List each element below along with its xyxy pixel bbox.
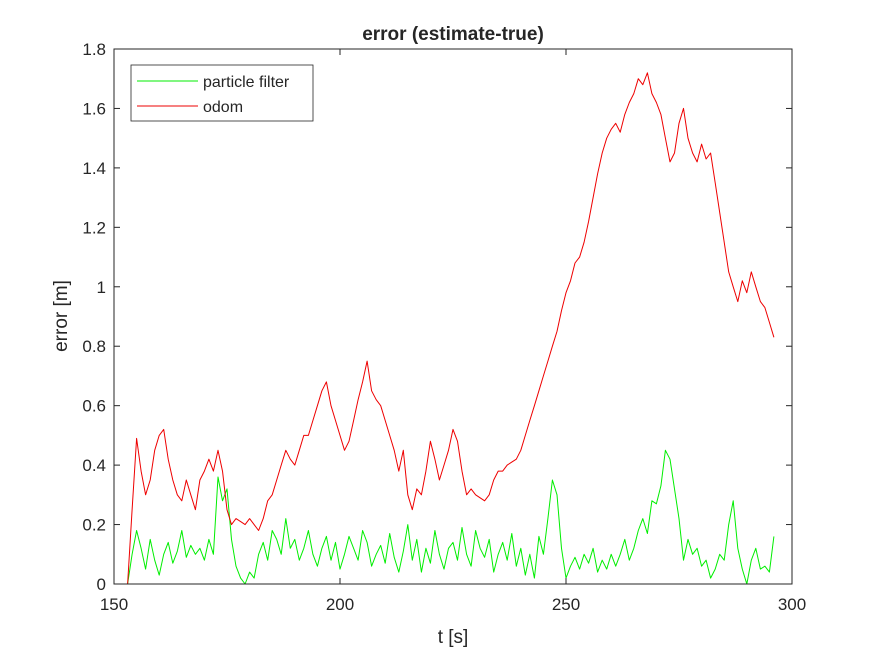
y-tick-label: 0 — [97, 575, 106, 594]
legend-box — [130, 64, 314, 122]
y-tick-label: 0.2 — [82, 516, 106, 535]
y-axis-ticks: 0 0.2 0.4 0.6 0.8 1 1.2 1.4 1.6 1.8 — [82, 40, 792, 594]
legend: particle filter odom — [130, 64, 314, 122]
x-tick-label: 150 — [100, 595, 128, 614]
series-layer — [127, 72, 775, 585]
x-axis-ticks: 150 200 250 300 — [100, 49, 806, 614]
x-tick-label: 300 — [778, 595, 806, 614]
y-tick-label: 1.6 — [82, 99, 106, 118]
plot-area — [114, 49, 792, 584]
y-tick-label: 0.6 — [82, 397, 106, 416]
legend-label-particle-filter: particle filter — [203, 74, 290, 91]
y-tick-label: 1.8 — [82, 40, 106, 59]
y-tick-label: 1.4 — [82, 159, 106, 178]
y-tick-label: 1 — [97, 278, 106, 297]
y-tick-label: 1.2 — [82, 218, 106, 237]
chart-title: error (estimate-true) — [362, 24, 544, 45]
x-axis-label: t [s] — [438, 627, 469, 648]
y-tick-label: 0.4 — [82, 456, 106, 475]
series-line-odom — [127, 72, 775, 585]
series-line-particle-filter — [127, 449, 775, 585]
y-tick-label: 0.8 — [82, 337, 106, 356]
x-tick-label: 250 — [552, 595, 580, 614]
legend-label-odom: odom — [203, 99, 243, 116]
y-axis-label: error [m] — [51, 280, 72, 352]
x-tick-label: 200 — [326, 595, 354, 614]
axes-box — [113, 48, 793, 585]
